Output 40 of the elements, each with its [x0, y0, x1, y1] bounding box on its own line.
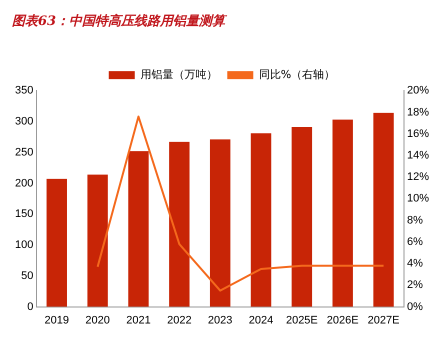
x-tick-label: 2026E	[326, 314, 359, 326]
bar	[210, 139, 230, 307]
x-tick-label: 2020	[85, 314, 110, 326]
x-tick-label: 2021	[126, 314, 151, 326]
bar	[46, 178, 67, 307]
bar	[373, 112, 394, 307]
y2-tick-label: 2%	[406, 279, 424, 292]
y2-tick-label: 6%	[406, 236, 424, 248]
legend-label: 用铝量（万吨）	[140, 68, 218, 81]
y2-tick-label: 8%	[406, 214, 424, 226]
y2-tick-label: 18%	[406, 106, 430, 118]
x-tick-label: 2022	[167, 314, 192, 326]
bar	[332, 120, 353, 307]
y2-tick-label: 16%	[406, 128, 430, 140]
x-tick-label: 2027E	[368, 314, 400, 326]
bar	[128, 151, 149, 307]
x-tick-label: 2019	[44, 314, 70, 326]
bar	[292, 127, 312, 307]
y-tick-label: 300	[14, 116, 34, 128]
x-tick-label: 2023	[208, 314, 232, 326]
chart-title: 图表63：中国特高压线路用铝量测算	[12, 13, 228, 30]
y-tick-label: 350	[14, 84, 34, 97]
y-tick-label: 50	[21, 270, 34, 282]
bar	[169, 142, 190, 307]
y2-tick-label: 12%	[406, 171, 430, 184]
x-tick-label: 2024	[248, 314, 274, 326]
y2-tick-label: 14%	[406, 149, 430, 162]
y2-tick-label: 4%	[406, 258, 424, 270]
y-tick-label: 150	[14, 208, 34, 220]
y2-tick-label: 20%	[406, 84, 430, 97]
legend-label: 同比%（右轴）	[258, 68, 336, 81]
y-tick-label: 200	[14, 177, 34, 190]
y2-tick-label: 0%	[406, 300, 424, 313]
y-tick-label: 100	[14, 239, 34, 252]
bar	[87, 174, 108, 307]
x-tick-label: 2025E	[286, 314, 318, 326]
y-tick-label: 0	[27, 300, 34, 313]
y2-tick-label: 10%	[406, 192, 430, 205]
y-tick-label: 250	[14, 146, 34, 158]
bar	[250, 133, 272, 307]
